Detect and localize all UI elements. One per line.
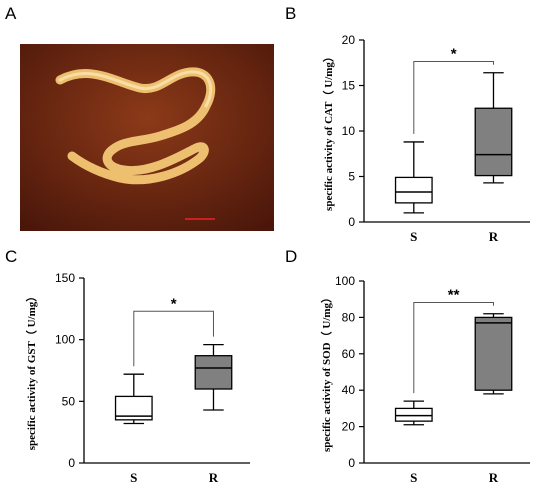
significance-marker: * <box>451 45 457 62</box>
y-tick-label: 150 <box>55 271 75 285</box>
x-tick-label: S <box>410 470 417 485</box>
y-tick-label: 100 <box>335 274 355 288</box>
box-s <box>114 395 153 421</box>
y-tick-label: 20 <box>342 33 356 47</box>
x-tick-label: R <box>209 470 219 485</box>
y-tick-label: 10 <box>342 124 356 138</box>
worm-photo <box>20 44 274 231</box>
box-s <box>394 407 433 422</box>
significance-marker: * <box>171 295 177 312</box>
box-r <box>194 355 233 390</box>
chart-gst-group: 0 50 100 150 specific activity of GST（ U/mg）… <box>25 271 250 485</box>
y-axis-label: specific activity of GST（ U/mg） <box>25 291 38 450</box>
y-tick-label: 50 <box>62 394 76 408</box>
y-tick-label: 80 <box>342 310 356 324</box>
x-tick-label: R <box>489 470 499 485</box>
significance-bracket <box>413 60 494 134</box>
panel-label-a: A <box>5 4 17 23</box>
worm-highlight <box>58 70 213 108</box>
box-r <box>474 107 513 177</box>
panel-label-b: B <box>285 4 297 23</box>
y-axis-label: specific activity of SOD（ U/mg） <box>320 292 333 452</box>
panel-label-d: D <box>285 247 298 266</box>
box-s <box>394 176 433 204</box>
x-tick-label: S <box>130 470 137 485</box>
y-tick-label: 0 <box>348 456 355 470</box>
significance-marker: ** <box>448 286 460 303</box>
x-tick-label: R <box>489 229 499 244</box>
panel-label-c: C <box>5 247 18 266</box>
y-tick-label: 100 <box>55 333 75 347</box>
significance-bracket <box>413 301 494 394</box>
x-tick-label: S <box>410 229 417 244</box>
y-tick-label: 0 <box>68 456 75 470</box>
y-tick-label: 40 <box>342 383 356 397</box>
y-tick-label: 0 <box>348 215 355 229</box>
significance-bracket <box>133 310 214 367</box>
y-tick-label: 60 <box>342 347 356 361</box>
y-axis-label: specific activity of CAT（ U/mg） <box>322 51 335 211</box>
y-tick-label: 20 <box>342 420 356 434</box>
chart-cat-group: 0 5 10 15 20 specific activity of CAT（ U/mg） S… <box>322 33 530 244</box>
y-tick-label: 5 <box>348 170 355 184</box>
y-tick-label: 15 <box>342 79 356 93</box>
box-r <box>474 316 513 391</box>
